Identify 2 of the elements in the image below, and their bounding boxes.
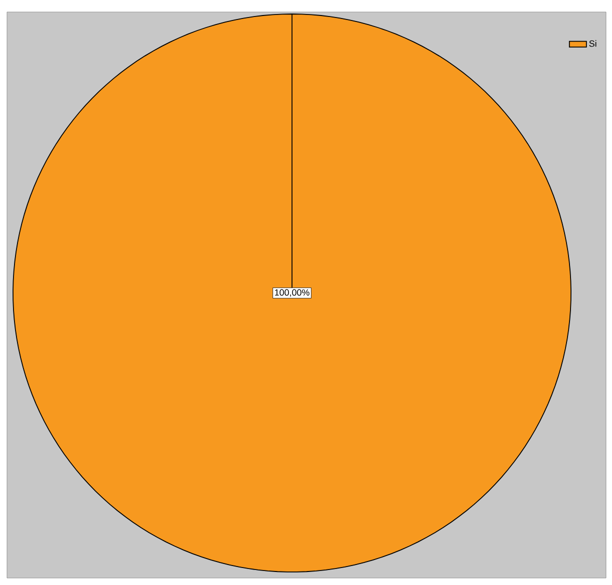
legend-label: Si xyxy=(589,40,596,47)
data-label: 100,00% xyxy=(274,289,310,297)
